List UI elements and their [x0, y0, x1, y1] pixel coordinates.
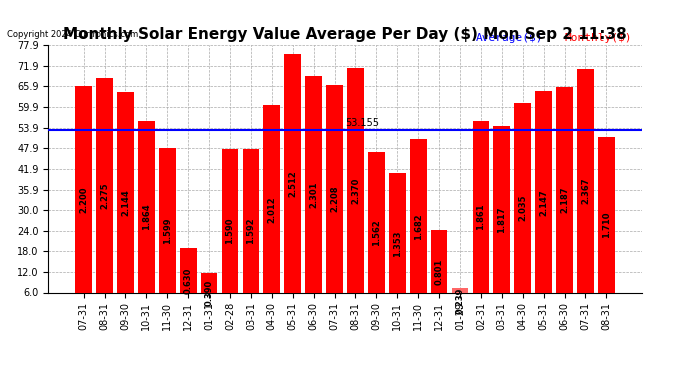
Bar — [264, 105, 280, 313]
Bar — [305, 75, 322, 313]
Text: 2.035: 2.035 — [518, 195, 527, 221]
Text: 2.187: 2.187 — [560, 187, 569, 213]
Bar — [75, 86, 92, 313]
Text: 1.592: 1.592 — [246, 217, 255, 244]
Text: 2.275: 2.275 — [100, 182, 109, 209]
Bar — [473, 121, 489, 313]
Title: Monthly Solar Energy Value Average Per Day ($) Mon Sep 2 11:38: Monthly Solar Energy Value Average Per D… — [63, 27, 627, 42]
Text: 1.562: 1.562 — [372, 219, 381, 246]
Bar — [138, 121, 155, 313]
Bar — [368, 152, 385, 313]
Text: 2.147: 2.147 — [539, 189, 548, 216]
Bar — [535, 92, 552, 313]
Text: 1.682: 1.682 — [414, 213, 423, 240]
Bar — [96, 78, 113, 313]
Bar — [201, 273, 217, 313]
Text: 2.208: 2.208 — [330, 186, 339, 212]
Text: 2.200: 2.200 — [79, 186, 88, 213]
Text: 1.817: 1.817 — [497, 206, 506, 232]
Bar — [431, 230, 447, 313]
Text: 1.710: 1.710 — [602, 211, 611, 238]
Bar — [243, 149, 259, 313]
Bar — [452, 288, 469, 313]
Bar — [577, 69, 594, 313]
Bar — [117, 92, 134, 313]
Bar — [347, 68, 364, 313]
Text: 1.864: 1.864 — [142, 204, 151, 230]
Text: 1.353: 1.353 — [393, 230, 402, 256]
Text: 0.801: 0.801 — [435, 259, 444, 285]
Text: 2.301: 2.301 — [309, 181, 318, 208]
Bar — [180, 248, 197, 313]
Text: 1.861: 1.861 — [476, 204, 485, 230]
Text: 2.370: 2.370 — [351, 178, 360, 204]
Bar — [284, 54, 301, 313]
Bar — [514, 103, 531, 313]
Bar — [493, 126, 510, 313]
Text: 0.630: 0.630 — [184, 267, 193, 294]
Text: 0.390: 0.390 — [205, 280, 214, 306]
Text: 2.512: 2.512 — [288, 170, 297, 197]
Bar — [598, 136, 615, 313]
Bar — [326, 85, 343, 313]
Text: 1.590: 1.590 — [226, 218, 235, 244]
Bar — [389, 173, 406, 313]
Bar — [410, 140, 426, 313]
Text: 2.367: 2.367 — [581, 178, 590, 204]
Bar — [556, 87, 573, 313]
Text: Monthly($): Monthly($) — [564, 33, 632, 43]
Text: 2.012: 2.012 — [267, 196, 276, 223]
Bar — [221, 149, 238, 313]
Text: 2.144: 2.144 — [121, 189, 130, 216]
Text: Copyright 2024 Curtronics.com: Copyright 2024 Curtronics.com — [7, 30, 138, 39]
Text: 53.155: 53.155 — [345, 118, 379, 129]
Text: Average($): Average($) — [475, 33, 543, 43]
Bar — [159, 148, 176, 313]
Text: 0.239: 0.239 — [455, 288, 464, 314]
Text: 1.599: 1.599 — [163, 217, 172, 244]
